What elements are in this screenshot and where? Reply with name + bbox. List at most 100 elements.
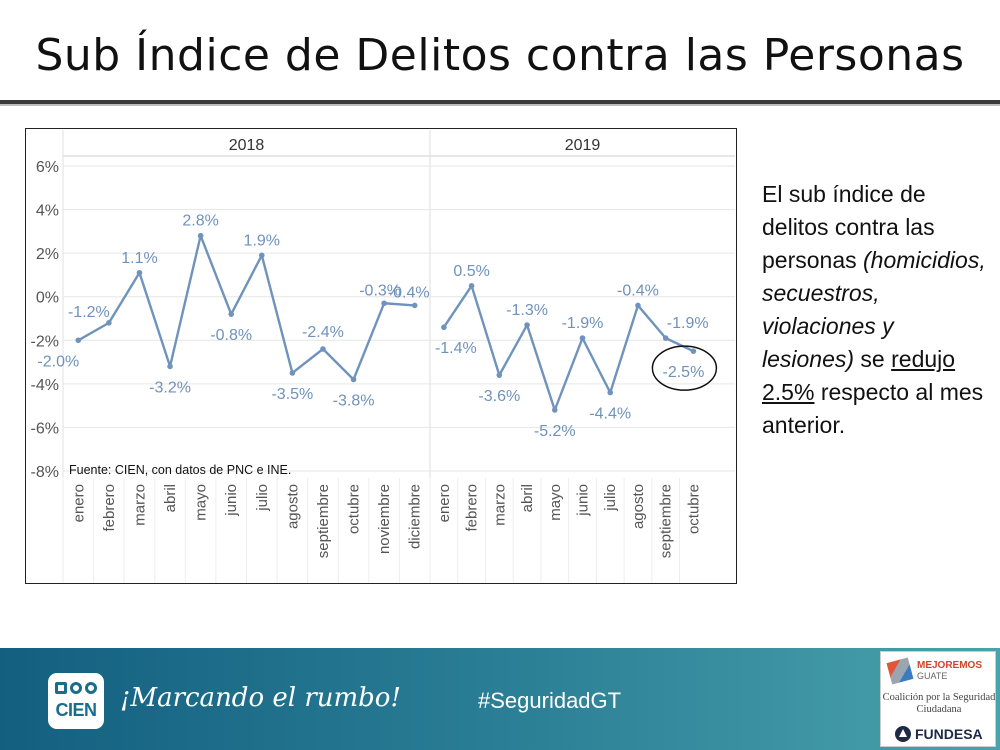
- data-label: -2.0%: [37, 353, 79, 370]
- x-tick-label: febrero: [101, 484, 118, 532]
- chart-frame: [25, 128, 737, 584]
- data-label: -0.4%: [388, 284, 430, 301]
- x-tick-label: junio: [223, 484, 240, 517]
- guate-label: GUATE: [917, 671, 948, 681]
- data-point: [411, 302, 418, 309]
- data-label: -3.2%: [149, 379, 191, 396]
- x-tick-label: julio: [602, 484, 619, 512]
- data-point: [662, 335, 669, 341]
- data-label: 1.1%: [121, 250, 157, 267]
- footer-bar: [0, 648, 1000, 750]
- x-tick-label: junio: [575, 484, 592, 517]
- x-tick-label: octubre: [346, 484, 363, 534]
- data-label: 2.8%: [182, 213, 218, 230]
- data-label: -1.2%: [68, 304, 110, 321]
- x-tick-label: marzo: [491, 484, 508, 526]
- x-tick-label: abril: [519, 484, 536, 512]
- data-label: -5.2%: [534, 423, 576, 440]
- mejoremos-label: MEJOREMOS: [917, 660, 983, 671]
- data-label: 1.9%: [244, 232, 280, 249]
- data-point: [524, 322, 530, 328]
- data-label: -2.4%: [302, 324, 344, 341]
- data-point: [579, 335, 586, 341]
- data-point: [635, 302, 641, 309]
- title-rule: [0, 100, 1000, 104]
- series-line-2018: [77, 234, 415, 381]
- y-tick-label: 0%: [36, 290, 59, 307]
- partner-logos: MEJOREMOS GUATE Coalición por la Segurid…: [880, 651, 996, 747]
- description-intro: El sub índice de delitos contra las pers…: [762, 181, 935, 273]
- data-point: [381, 300, 387, 307]
- x-tick-label: enero: [70, 484, 87, 522]
- data-point: [350, 376, 357, 383]
- cien-logo-mark: [55, 682, 97, 698]
- x-tick-label: abril: [162, 484, 179, 512]
- data-point: [320, 346, 326, 352]
- data-point: [167, 363, 173, 370]
- description-text: El sub índice de delitos contra las pers…: [762, 178, 987, 442]
- data-label: -1.4%: [435, 340, 477, 357]
- highlight-circle: [651, 345, 718, 391]
- slogan: ¡Marcando el rumbo!: [120, 683, 401, 713]
- x-tick-label: enero: [436, 484, 453, 522]
- panel-year-label: 2018: [229, 137, 265, 154]
- data-point: [468, 283, 475, 289]
- x-tick-label: febrero: [464, 484, 481, 532]
- data-point: [258, 252, 265, 259]
- data-point: [75, 337, 82, 344]
- data-label: -0.3%: [359, 282, 401, 299]
- data-point: [496, 372, 503, 378]
- data-point: [228, 311, 235, 317]
- data-label: -0.4%: [617, 282, 659, 299]
- fundesa-icon: [895, 726, 911, 742]
- data-label: -1.9%: [667, 315, 709, 332]
- description-connector: se: [854, 346, 892, 372]
- data-point: [197, 232, 204, 239]
- data-point: [106, 320, 112, 326]
- x-tick-label: marzo: [131, 484, 148, 526]
- description-outro: respecto al mes anterior.: [762, 379, 984, 438]
- x-tick-label: agosto: [284, 484, 301, 529]
- data-point: [551, 407, 558, 413]
- source-note: Fuente: CIEN, con datos de PNC e INE.: [69, 463, 291, 477]
- x-tick-label: mayo: [547, 484, 564, 521]
- cien-logo-text: CIEN: [55, 700, 97, 720]
- page-title: Sub Índice de Delitos contra las Persona…: [35, 30, 965, 81]
- y-tick-label: -4%: [31, 377, 59, 394]
- x-tick-label: noviembre: [376, 484, 393, 554]
- series-line-2019: [442, 284, 694, 412]
- x-tick-label: agosto: [630, 484, 647, 529]
- y-tick-label: 4%: [36, 203, 59, 220]
- data-label: -1.9%: [562, 315, 604, 332]
- data-label: -0.8%: [210, 327, 252, 344]
- description-change: redujo 2.5%: [762, 346, 956, 405]
- y-tick-label: -8%: [31, 464, 59, 481]
- x-tick-label: septiembre: [315, 484, 332, 558]
- fundesa-logo: FUNDESA: [895, 724, 991, 744]
- x-tick-label: mayo: [193, 484, 210, 521]
- panel-year-label: 2019: [565, 137, 601, 154]
- mejoremos-guate-icon: [886, 657, 914, 685]
- data-label: -1.3%: [506, 302, 548, 319]
- x-tick-label: septiembre: [658, 484, 675, 558]
- x-tick-label: octubre: [685, 484, 702, 534]
- mejoremos-guate-logo: MEJOREMOS GUATE: [886, 657, 989, 685]
- hashtag: #SeguridadGT: [478, 688, 622, 713]
- data-point: [136, 269, 143, 276]
- cien-logo: CIEN: [48, 673, 104, 729]
- coalition-label: Coalición por la Seguridad Ciudadana: [882, 692, 996, 715]
- x-tick-label: julio: [254, 484, 271, 512]
- data-label: 0.5%: [453, 263, 489, 280]
- x-tick-label: diciembre: [407, 484, 424, 549]
- data-point: [441, 324, 447, 331]
- y-tick-label: 2%: [36, 246, 59, 263]
- data-label: -3.6%: [478, 388, 520, 405]
- data-label: -3.5%: [271, 386, 313, 403]
- data-point: [607, 389, 614, 396]
- data-label: -4.4%: [589, 406, 631, 423]
- title-rule-shadow: [0, 104, 1000, 106]
- description-categories: (homicidios, secuestros, violaciones y l…: [762, 247, 986, 372]
- fundesa-label: FUNDESA: [915, 726, 983, 742]
- y-tick-label: -2%: [31, 333, 59, 350]
- data-label: -2.5%: [663, 364, 705, 381]
